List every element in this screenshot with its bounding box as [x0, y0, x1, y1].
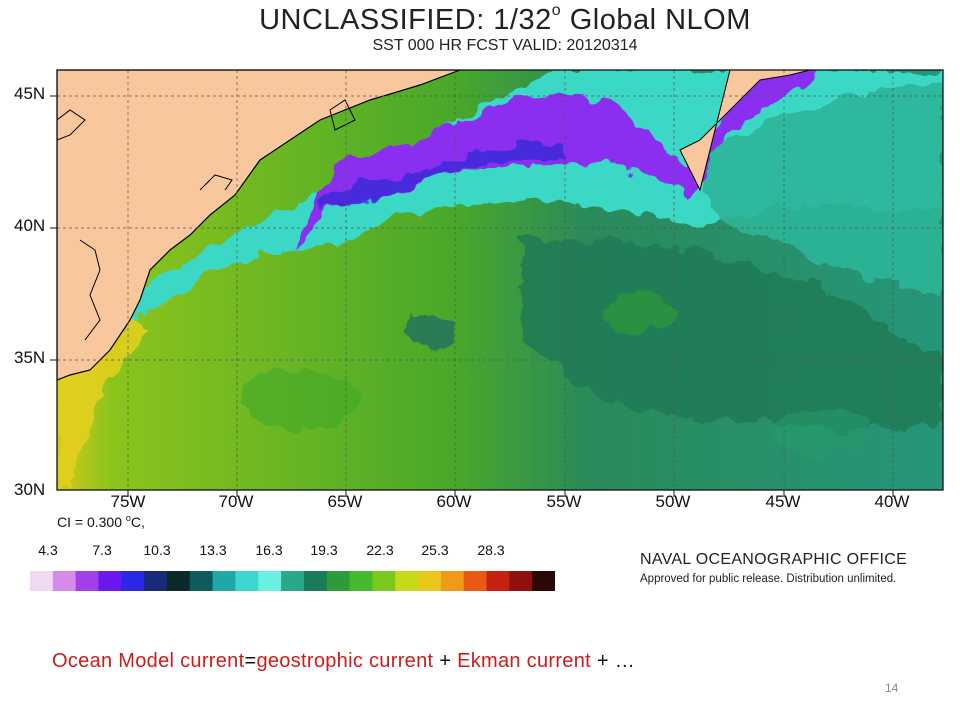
- colorbar-swatch: [418, 571, 442, 591]
- colorbar-label: 22.3: [366, 542, 394, 558]
- office-name: NAVAL OCEANOGRAPHIC OFFICE: [640, 551, 908, 568]
- ci-unit: C,: [130, 514, 145, 530]
- colorbar-swatch: [281, 571, 305, 591]
- ocean-eddy: [240, 370, 360, 430]
- lon-label-75w: 75W: [110, 492, 146, 511]
- map-grid: [57, 70, 943, 490]
- ocean-eddy: [770, 405, 870, 455]
- ocean-eddy: [600, 288, 680, 332]
- map-frame: [56, 69, 944, 491]
- lon-label-70w: 70W: [218, 492, 254, 511]
- title-suffix: Global NLOM: [569, 4, 751, 36]
- caption-ellipsis: + …: [591, 650, 636, 672]
- caption-model-current: Ocean Model current: [52, 650, 245, 672]
- lat-label-30n: 30N: [14, 480, 46, 499]
- lon-label-45w: 45W: [765, 492, 801, 511]
- colorbar-swatch: [486, 571, 510, 591]
- colorbar-swatch: [258, 571, 282, 591]
- lon-label-65w: 65W: [327, 492, 363, 511]
- map-ticks: [50, 95, 894, 497]
- colorbar-label: 10.3: [143, 542, 171, 558]
- colorbar-swatch: [349, 571, 373, 591]
- colorbar-swatch: [372, 571, 396, 591]
- title-main: UNCLASSIFIED: 1/32: [259, 4, 552, 36]
- ci-prefix: CI = 0.300: [57, 514, 126, 530]
- caption-ekman: Ekman current: [457, 650, 592, 672]
- slide-caption: Ocean Model current=geostrophic current …: [52, 650, 635, 673]
- lon-label-50w: 50W: [655, 492, 691, 511]
- lon-label-60w: 60W: [436, 492, 472, 511]
- colorbar-swatch: [509, 571, 533, 591]
- colorbar-label: 13.3: [199, 542, 227, 558]
- colorbar-label: 7.3: [92, 542, 112, 558]
- coastline-detail: [199, 174, 233, 191]
- page-number: 14: [885, 681, 899, 695]
- ci-degree: o: [125, 513, 131, 523]
- ocean-east-teal: [700, 80, 943, 300]
- colorbar-swatch: [440, 571, 465, 591]
- colorbar-swatch: [52, 571, 77, 591]
- lat-label-45n: 45N: [14, 84, 46, 103]
- ocean-gulf-stream-core: [520, 237, 943, 429]
- colorbar-label: 25.3: [421, 542, 449, 558]
- map-subtitle: SST 000 HR FCST VALID: 20120314: [372, 37, 638, 54]
- coastline-detail: [57, 109, 86, 141]
- colorbar-swatch: [532, 571, 555, 591]
- land-nova-scotia: [679, 70, 811, 192]
- ocean-cold-water: [290, 70, 820, 250]
- coastline-bay: [79, 239, 101, 341]
- lat-label-35n: 35N: [14, 348, 46, 367]
- colorbar-label: 19.3: [310, 542, 338, 558]
- colorbar-swatch: [144, 571, 168, 591]
- colorbar-swatch: [121, 571, 145, 591]
- lon-label-40w: 40W: [874, 492, 910, 511]
- colorbar-swatch: [98, 571, 122, 591]
- lat-label-40n: 40N: [14, 216, 46, 235]
- approval-note: Approved for public release. Distributio…: [640, 573, 897, 585]
- lon-label-55w: 55W: [546, 492, 582, 511]
- colorbar-swatch: [212, 571, 236, 591]
- colorbar-swatch: [395, 571, 419, 591]
- colorbar-swatch: [463, 571, 488, 591]
- title-degree: o: [551, 2, 562, 19]
- caption-equals: =: [244, 650, 257, 672]
- colorbar-swatch: [189, 571, 214, 591]
- colorbar-swatch: [235, 571, 259, 591]
- colorbar-label: 4.3: [38, 542, 58, 558]
- colorbar: [30, 571, 555, 591]
- colorbar-swatch: [303, 571, 328, 591]
- ocean-eddy: [400, 315, 460, 345]
- coastline-detail: [329, 99, 356, 131]
- colorbar-swatch: [30, 571, 54, 591]
- land-north-america: [57, 70, 461, 381]
- colorbar-swatch: [166, 571, 191, 591]
- colorbar-swatch: [75, 571, 99, 591]
- caption-geostrophic: geostrophic current: [256, 650, 434, 672]
- contour-interval: CI = 0.300 oC,: [57, 513, 145, 530]
- caption-plus: +: [433, 650, 458, 672]
- ocean-coldest-water: [320, 143, 560, 215]
- colorbar-label: 28.3: [477, 542, 505, 558]
- colorbar-swatch: [326, 571, 351, 591]
- colorbar-label: 16.3: [255, 542, 283, 558]
- map-title: UNCLASSIFIED: 1/32o Global NLOM: [0, 2, 960, 37]
